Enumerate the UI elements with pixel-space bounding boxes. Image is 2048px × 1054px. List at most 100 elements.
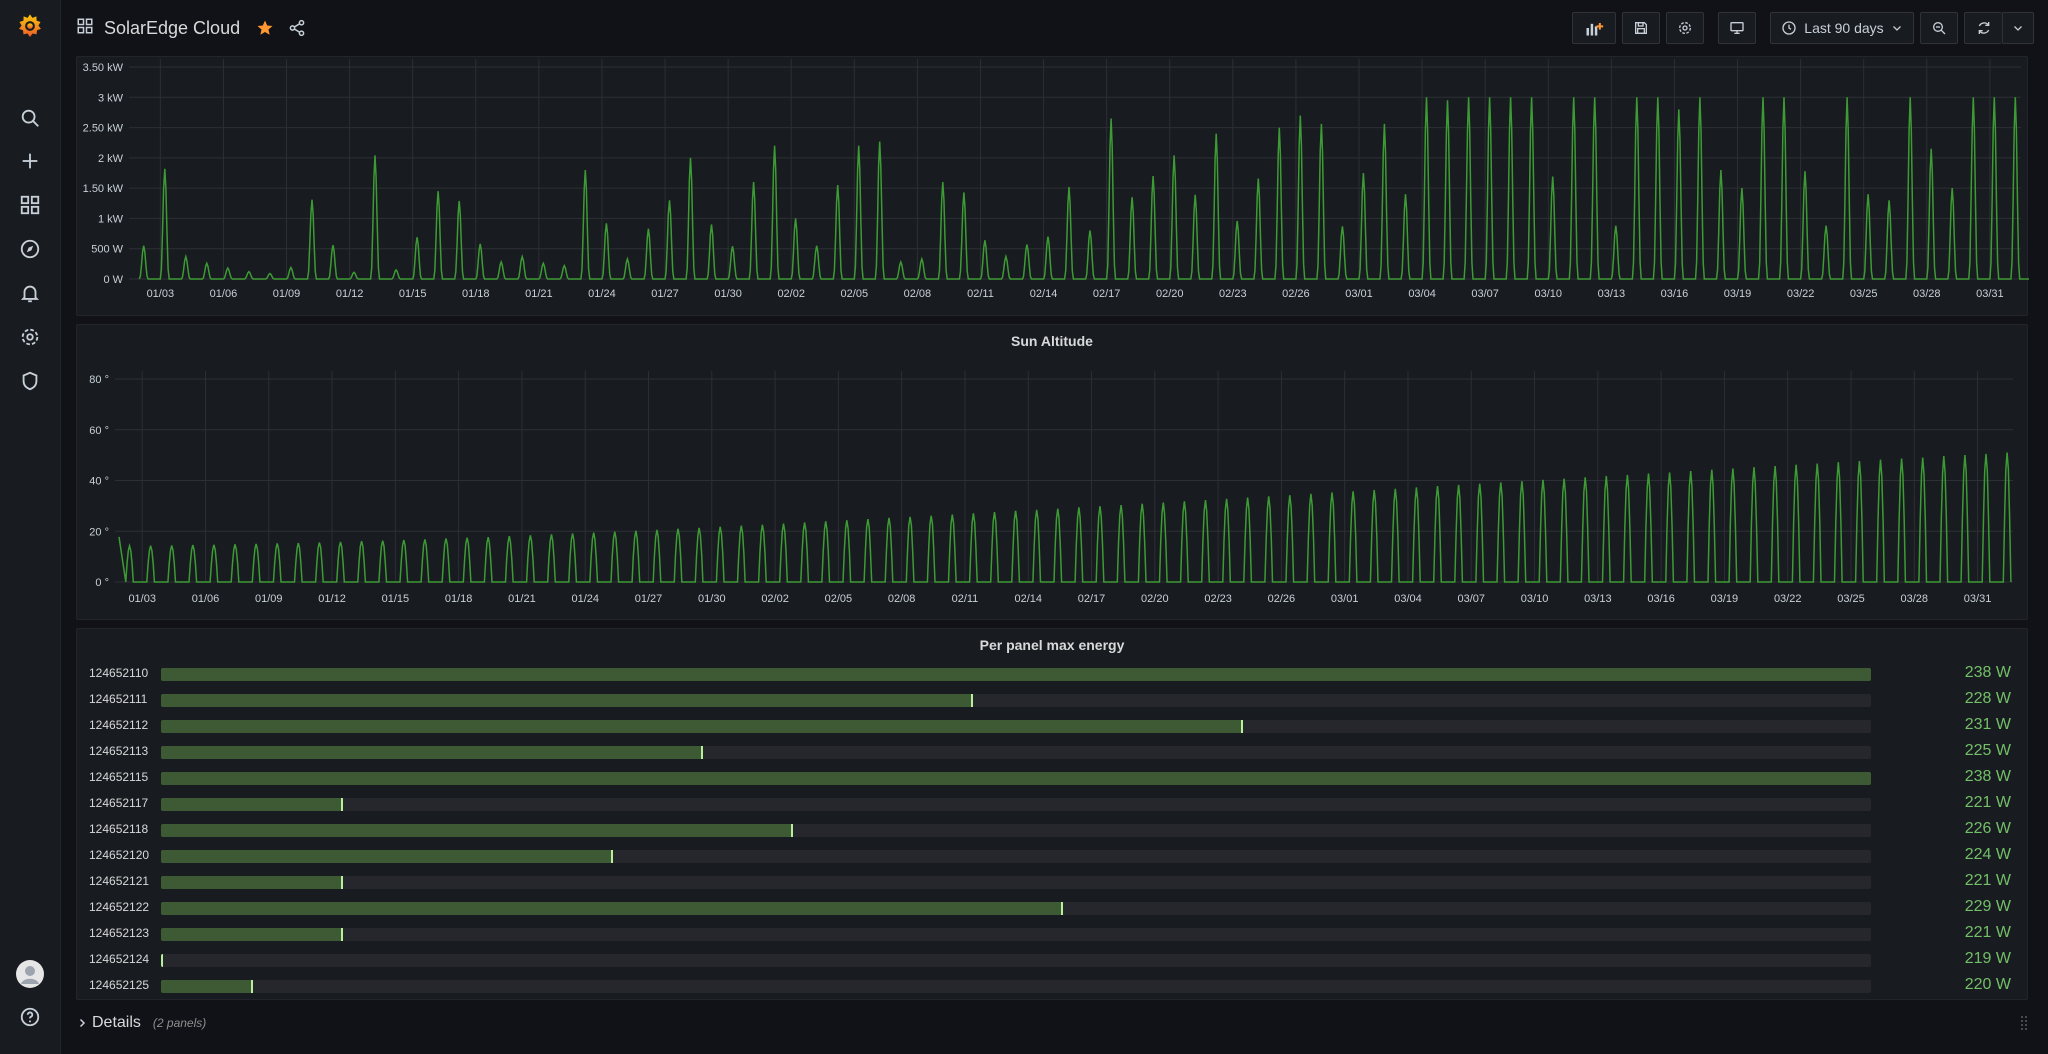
x-tick-label: 03/01: [1345, 288, 1373, 300]
bar-value: 231 W: [1964, 716, 2011, 733]
plus-icon[interactable]: [14, 145, 46, 177]
x-tick-label: 02/11: [952, 593, 979, 605]
shield-icon[interactable]: [14, 365, 46, 397]
x-tick-label: 02/11: [967, 288, 994, 300]
dashboard-title[interactable]: SolarEdge Cloud: [104, 17, 241, 38]
search-icon[interactable]: [14, 102, 46, 134]
x-tick-label: 03/04: [1408, 288, 1436, 300]
bar-fill: [161, 928, 344, 941]
x-tick-label: 01/09: [273, 288, 301, 300]
avatar[interactable]: [14, 958, 46, 990]
tv-mode-button[interactable]: [1718, 12, 1756, 44]
chevron-down-icon: [2012, 22, 2024, 34]
time-range-picker[interactable]: Last 90 days: [1770, 12, 1914, 44]
bar-label: 124652121: [89, 874, 150, 888]
star-icon[interactable]: [256, 19, 274, 37]
bar-track: [161, 694, 1871, 707]
bar-label: 124652122: [89, 900, 150, 914]
bar-value: 229 W: [1964, 898, 2011, 915]
power-y-tick-label: 3.50 kW: [83, 62, 124, 74]
bar-value: 225 W: [1964, 742, 2011, 759]
x-tick-label: 02/05: [825, 593, 853, 605]
bar-gauge-row[interactable]: 124652121 221 W: [77, 871, 2027, 891]
refresh-button[interactable]: [1964, 12, 2002, 44]
save-dashboard-button[interactable]: [1622, 12, 1660, 44]
details-row-title[interactable]: Details: [92, 1014, 141, 1031]
x-tick-label: 01/24: [588, 288, 616, 300]
bar-gauge-row[interactable]: 124652123 221 W: [77, 923, 2027, 943]
zoom-out-button[interactable]: [1920, 12, 1958, 44]
bar-gauge-row[interactable]: 124652112 231 W: [77, 715, 2027, 735]
bar-gauge-row[interactable]: 124652113 225 W: [77, 741, 2027, 761]
x-tick-label: 03/04: [1394, 593, 1422, 605]
x-tick-label: 01/03: [147, 288, 175, 300]
gear-icon[interactable]: [14, 321, 46, 353]
power-series-line: [138, 97, 2048, 280]
sun-altitude-title[interactable]: Sun Altitude: [1011, 333, 1093, 349]
x-tick-label: 03/16: [1647, 593, 1675, 605]
sun-altitude-panel: Sun Altitude 01/03 01/06 01/09 01/12 01/15 01…: [76, 324, 2028, 620]
bar-gauge-row[interactable]: 124652117 221 W: [77, 793, 2027, 813]
bar-track: [161, 850, 1871, 863]
x-tick-label: 01/24: [571, 593, 599, 605]
x-tick-label: 03/19: [1711, 593, 1739, 605]
x-tick-label: 02/08: [888, 593, 916, 605]
bar-track: [161, 902, 1871, 915]
bar-fill: [161, 720, 1244, 733]
bar-gauge-row[interactable]: 124652125 220 W: [77, 975, 2027, 995]
share-icon[interactable]: [288, 19, 306, 37]
bar-gauge-row[interactable]: 124652110 238 W: [77, 663, 2027, 683]
power-y-tick-label: 0 W: [103, 274, 123, 286]
sun-y-tick-label: 60 °: [89, 425, 109, 437]
x-tick-label: 01/15: [399, 288, 427, 300]
details-row[interactable]: Details (2 panels): [76, 1007, 2028, 1039]
bar-gauge-row[interactable]: 124652124 219 W: [77, 949, 2027, 969]
bar-track: [161, 720, 1871, 733]
x-tick-label: 02/17: [1078, 593, 1106, 605]
bell-icon[interactable]: [14, 277, 46, 309]
x-tick-label: 01/12: [336, 288, 364, 300]
power-timeseries-chart: 01/03 01/06 01/09 01/12 01/15 01/18 01/21 01/24…: [83, 59, 2048, 300]
x-tick-label: 01/06: [192, 593, 220, 605]
dashboard-settings-button[interactable]: [1666, 12, 1704, 44]
dashboards-grid-icon[interactable]: [14, 189, 46, 221]
bar-gauge-row[interactable]: 124652115 238 W: [77, 767, 2027, 787]
bar-track: [161, 824, 1871, 837]
bar-track: [161, 876, 1871, 889]
bar-gauge-title[interactable]: Per panel max energy: [979, 637, 1125, 653]
bar-label: 124652120: [89, 848, 150, 862]
bar-track: [161, 772, 1871, 785]
chevron-right-icon[interactable]: [76, 1017, 88, 1029]
x-tick-label: 02/23: [1204, 593, 1232, 605]
x-tick-label: 03/01: [1331, 593, 1359, 605]
power-y-tick-label: 1 kW: [98, 213, 124, 225]
add-panel-button[interactable]: [1572, 12, 1616, 44]
bar-label: 124652118: [89, 822, 149, 836]
x-tick-label: 01/21: [525, 288, 553, 300]
x-tick-label: 03/10: [1521, 593, 1549, 605]
bar-fill: [161, 902, 1063, 915]
drag-handle-icon[interactable]: [2020, 1015, 2028, 1031]
x-tick-label: 03/25: [1837, 593, 1865, 605]
x-tick-label: 01/27: [635, 593, 663, 605]
x-tick-label: 01/06: [210, 288, 238, 300]
power-y-tick-label: 2.50 kW: [83, 123, 124, 135]
bar-fill: [161, 824, 793, 837]
compass-icon[interactable]: [14, 233, 46, 265]
refresh-interval-dropdown[interactable]: [2002, 12, 2034, 44]
bar-gauge-row[interactable]: 124652122 229 W: [77, 897, 2027, 917]
bar-track: [161, 798, 1871, 811]
x-tick-label: 01/18: [462, 288, 490, 300]
bar-label: 124652125: [89, 978, 150, 992]
bar-gauge-row[interactable]: 124652120 224 W: [77, 845, 2027, 865]
sun-y-tick-label: 0 °: [95, 577, 109, 589]
grafana-logo-icon[interactable]: [14, 10, 46, 42]
x-tick-label: 01/09: [255, 593, 283, 605]
bar-gauge-row[interactable]: 124652118 226 W: [77, 819, 2027, 839]
power-y-tick-label: 3 kW: [98, 92, 124, 104]
help-icon[interactable]: [14, 1001, 46, 1033]
bar-gauge-row[interactable]: 124652111 228 W: [77, 689, 2027, 709]
x-tick-label: 01/30: [698, 593, 726, 605]
bar-fill: [161, 694, 974, 707]
bar-value: 224 W: [1964, 846, 2011, 863]
